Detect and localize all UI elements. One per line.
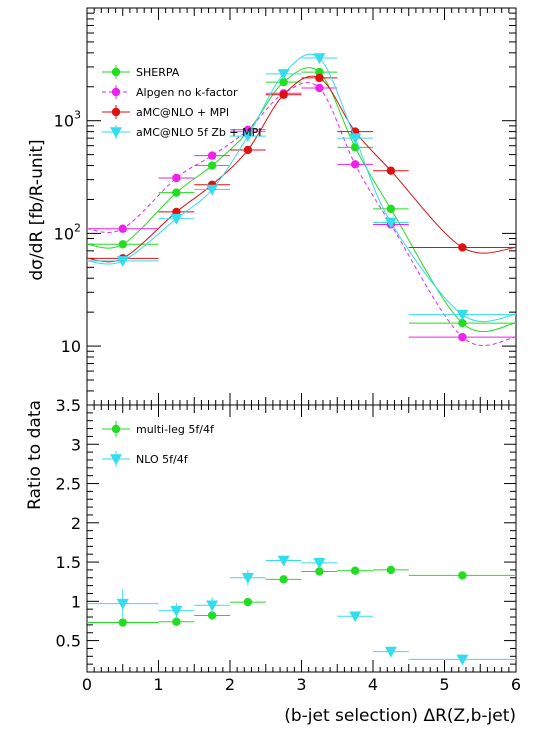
main-series-3 — [86, 53, 517, 322]
main-data-point — [172, 188, 181, 197]
ratio-legend-marker — [111, 424, 121, 434]
main-data-point — [458, 243, 467, 252]
main-data-point — [279, 77, 288, 87]
ratio-y-tick-label: 2.5 — [56, 475, 81, 494]
ratio-data-point — [207, 611, 217, 620]
x-axis-label: (b-jet selection) ΔR(Z,b-jet) — [284, 706, 516, 726]
x-tick-label: 3 — [296, 675, 306, 694]
main-data-point — [170, 213, 183, 225]
main-y-tick-label-exp: 3 — [74, 109, 81, 122]
ratio-data-point — [349, 611, 362, 623]
main-y-tick-label-exp: 2 — [74, 221, 81, 234]
main-data-point — [458, 318, 467, 328]
main-data-point — [277, 69, 290, 80]
ratio-data-point — [277, 555, 290, 567]
ratio-data-point — [170, 605, 183, 617]
legend-label: Alpgen no k-factor — [136, 86, 238, 99]
main-y-tick-label-base: 10 — [54, 112, 74, 131]
main-data-point — [350, 143, 360, 152]
ratio-data-point — [458, 571, 467, 580]
main-data-point — [206, 184, 219, 196]
main-data-point — [243, 145, 253, 155]
ratio-data-point — [350, 566, 360, 575]
x-tick-label: 4 — [368, 675, 378, 694]
legend-label: aMC@NLO + MPI — [136, 106, 229, 119]
legend-label: aMC@NLO 5f Zb + MPI — [136, 126, 262, 139]
legend-marker — [110, 127, 122, 138]
main-data-point — [350, 160, 360, 169]
legend-marker — [111, 67, 121, 77]
ratio-y-tick-label: 1.5 — [56, 553, 81, 572]
ratio-y-tick-label: 3.5 — [56, 396, 81, 415]
main-data-point — [118, 224, 127, 233]
main-data-point — [349, 133, 362, 145]
x-tick-label: 1 — [153, 675, 163, 694]
ratio-data-point — [313, 558, 326, 569]
ratio-y-axis-label: Ratio to data — [25, 400, 45, 510]
main-series-line — [86, 53, 517, 322]
main-y-tick-label: 103 — [54, 109, 81, 131]
main-data-point — [315, 83, 324, 93]
ratio-y-tick-label: 3 — [71, 435, 81, 454]
ratio-series-1 — [87, 555, 516, 666]
ratio-legend-label: NLO 5f/4f — [136, 453, 189, 466]
main-y-axis-label: dσ/dR [fb/R-unit] — [27, 139, 47, 280]
x-tick-label: 0 — [82, 675, 92, 694]
main-data-point — [279, 90, 288, 99]
main-data-point — [386, 204, 396, 214]
legend-label: SHERPA — [136, 66, 180, 79]
main-y-tick-label: 10 — [61, 337, 81, 356]
ratio-data-point — [386, 565, 396, 575]
main-data-point — [241, 131, 254, 143]
ratio-data-point — [118, 618, 127, 627]
main-data-point — [456, 309, 469, 321]
x-tick-label: 6 — [511, 675, 521, 694]
main-series-line — [86, 67, 517, 333]
ratio-legend-marker — [110, 454, 122, 465]
ratio-data-point — [116, 598, 129, 610]
ratio-legend: multi-leg 5f/4f NLO 5f/4f — [102, 421, 215, 467]
ratio-data-point — [206, 600, 219, 612]
main-data-point — [118, 240, 127, 249]
ratio-data-point — [172, 617, 181, 626]
main-series-line — [86, 82, 517, 346]
ratio-panel: 0.5 1 1.5 2 2.5 3 3.5 0 1 2 3 4 5 6 multi-leg 5f/4f NLO… — [56, 396, 522, 694]
main-legend: SHERPA Alpgen no k-factor aMC@NLO + MPI aMC… — [102, 65, 262, 139]
main-data-point — [315, 73, 324, 83]
main-data-point — [458, 332, 467, 342]
main-data-point — [172, 173, 181, 183]
x-tick-label: 5 — [439, 675, 449, 694]
ratio-data-point — [315, 567, 324, 576]
ratio-data-point — [243, 597, 253, 607]
ratio-y-tick-label: 2 — [71, 514, 81, 533]
main-data-point — [207, 161, 217, 170]
ratio-y-tick-label: 1 — [71, 592, 81, 611]
ratio-series-0 — [87, 565, 516, 627]
main-data-point — [386, 166, 396, 175]
ratio-data-point — [241, 572, 254, 584]
main-y-tick-label: 102 — [54, 221, 81, 243]
ratio-data-point — [384, 646, 397, 658]
main-data-point — [116, 256, 129, 267]
legend-marker — [111, 107, 121, 117]
legend-marker — [111, 87, 121, 97]
ratio-y-tick-label: 0.5 — [56, 632, 81, 651]
ratio-data-point — [279, 575, 288, 584]
main-data-point — [384, 217, 397, 229]
main-data-point — [207, 151, 217, 160]
main-data-point — [315, 67, 324, 77]
ratio-legend-label: multi-leg 5f/4f — [136, 423, 215, 436]
x-tick-label: 2 — [225, 675, 235, 694]
main-y-tick-label-base: 10 — [54, 224, 74, 243]
main-data-point — [313, 53, 326, 65]
ratio-data-point — [456, 654, 469, 666]
